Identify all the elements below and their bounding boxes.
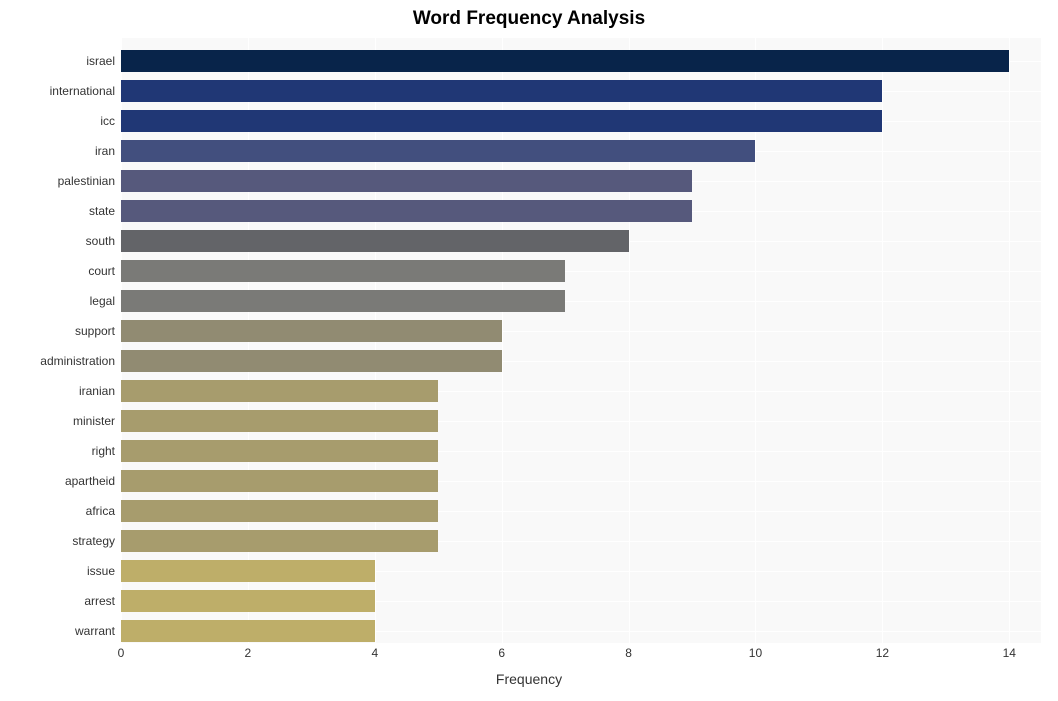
x-tick-label: 12 bbox=[876, 646, 889, 660]
x-tick-label: 0 bbox=[118, 646, 125, 660]
bar bbox=[121, 530, 438, 552]
bar bbox=[121, 200, 692, 222]
bar bbox=[121, 620, 375, 642]
plot-area bbox=[121, 38, 1041, 643]
y-tick-label: legal bbox=[5, 295, 115, 307]
bar bbox=[121, 500, 438, 522]
y-tick-label: apartheid bbox=[5, 475, 115, 487]
y-tick-label: warrant bbox=[5, 625, 115, 637]
y-tick-label: south bbox=[5, 235, 115, 247]
y-tick-label: support bbox=[5, 325, 115, 337]
x-tick-label: 14 bbox=[1003, 646, 1016, 660]
y-tick-label: minister bbox=[5, 415, 115, 427]
bar bbox=[121, 290, 565, 312]
y-tick-label: iranian bbox=[5, 385, 115, 397]
bar bbox=[121, 410, 438, 432]
y-tick-label: africa bbox=[5, 505, 115, 517]
bar bbox=[121, 380, 438, 402]
y-tick-label: iran bbox=[5, 145, 115, 157]
bar bbox=[121, 170, 692, 192]
bar bbox=[121, 80, 882, 102]
x-tick-label: 4 bbox=[371, 646, 378, 660]
x-tick-label: 2 bbox=[245, 646, 252, 660]
bar bbox=[121, 350, 502, 372]
bar bbox=[121, 470, 438, 492]
x-tick-label: 10 bbox=[749, 646, 762, 660]
x-tick-label: 8 bbox=[625, 646, 632, 660]
bar bbox=[121, 110, 882, 132]
y-tick-label: administration bbox=[5, 355, 115, 367]
y-tick-label: issue bbox=[5, 565, 115, 577]
y-tick-label: right bbox=[5, 445, 115, 457]
y-tick-label: strategy bbox=[5, 535, 115, 547]
y-tick-label: palestinian bbox=[5, 175, 115, 187]
bar bbox=[121, 260, 565, 282]
y-tick-label: state bbox=[5, 205, 115, 217]
chart-title: Word Frequency Analysis bbox=[0, 8, 1058, 30]
chart-container: Word Frequency Analysis Frequency 0 2 4 6 8 1… bbox=[0, 0, 1058, 701]
y-tick-label: court bbox=[5, 265, 115, 277]
gridline bbox=[882, 38, 883, 643]
bar bbox=[121, 590, 375, 612]
bar bbox=[121, 50, 1009, 72]
bar bbox=[121, 320, 502, 342]
bar bbox=[121, 440, 438, 462]
bar bbox=[121, 230, 629, 252]
x-tick-label: 6 bbox=[498, 646, 505, 660]
bar bbox=[121, 140, 755, 162]
bar bbox=[121, 560, 375, 582]
y-tick-label: international bbox=[5, 85, 115, 97]
y-tick-label: icc bbox=[5, 115, 115, 127]
y-tick-label: israel bbox=[5, 55, 115, 67]
x-axis-label: Frequency bbox=[0, 671, 1058, 687]
gridline bbox=[1009, 38, 1010, 643]
y-tick-label: arrest bbox=[5, 595, 115, 607]
